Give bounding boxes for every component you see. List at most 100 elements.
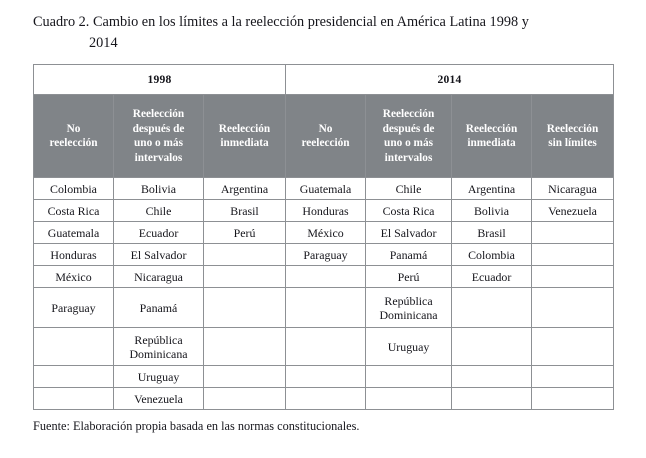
cell: Nicaragua — [113, 265, 204, 288]
cell — [33, 327, 114, 366]
table-row: Guatemala Ecuador Perú México El Salvado… — [33, 221, 615, 244]
cell: Perú — [202, 221, 287, 244]
cell — [202, 327, 287, 366]
cell: Bolivia — [451, 199, 533, 222]
cell — [202, 265, 287, 288]
col-head-line: uno o más — [384, 137, 433, 149]
cell: República Dominicana — [365, 287, 453, 328]
cell — [285, 265, 367, 288]
col-head-line: inmediata — [467, 137, 516, 149]
cell: Nicaragua — [531, 177, 615, 200]
cell: México — [285, 221, 367, 244]
column-header-1998-inmediata: Reelección inmediata — [202, 94, 287, 178]
cell: Honduras — [285, 199, 367, 222]
cell: Colombia — [33, 177, 114, 200]
cell: República Dominicana — [113, 327, 204, 366]
year-group-1998: 1998 — [32, 64, 287, 95]
cell: Venezuela — [113, 387, 204, 410]
col-head-line: sin límites — [548, 137, 597, 149]
cell: Chile — [113, 199, 204, 222]
cell: Costa Rica — [365, 199, 453, 222]
cell: Costa Rica — [33, 199, 114, 222]
cell: Panamá — [113, 287, 204, 328]
cell: Honduras — [33, 243, 114, 266]
table-row: Costa Rica Chile Brasil Honduras Costa R… — [33, 199, 615, 222]
col-head-line: reelección — [49, 137, 98, 149]
cell — [365, 365, 453, 388]
cell: Guatemala — [285, 177, 367, 200]
col-head-line: Reelección — [382, 108, 435, 120]
cell: Ecuador — [113, 221, 204, 244]
table-container: 1998 2014 No reelección Reelección despu… — [32, 64, 615, 410]
cell: Brasil — [202, 199, 287, 222]
reelection-limits-table: 1998 2014 No reelección Reelección despu… — [32, 64, 615, 410]
cell — [285, 287, 367, 328]
cell — [531, 221, 615, 244]
col-head-line: Reelección — [546, 122, 599, 135]
cell — [285, 327, 367, 366]
cell: Argentina — [202, 177, 287, 200]
cell: El Salvador — [113, 243, 204, 266]
col-head-line: No — [66, 122, 81, 135]
cell: México — [33, 265, 114, 288]
col-head-line: después de — [132, 122, 185, 135]
cell: Bolivia — [113, 177, 204, 200]
col-head-line: Reelección — [465, 122, 518, 135]
cell — [531, 243, 615, 266]
cell: Brasil — [451, 221, 533, 244]
cell — [531, 287, 615, 328]
cell — [451, 287, 533, 328]
cell — [202, 387, 287, 410]
cell: Uruguay — [113, 365, 204, 388]
year-group-2014: 2014 — [285, 64, 615, 95]
table-row: República Dominicana Uruguay — [33, 327, 615, 366]
col-head-line: después de — [382, 122, 435, 135]
cell: Panamá — [365, 243, 453, 266]
column-header-row: No reelección Reelección después de uno … — [33, 94, 615, 178]
cell — [33, 387, 114, 410]
cell — [451, 327, 533, 366]
cell — [285, 365, 367, 388]
column-header-1998-despues-intervalos: Reelección después de uno o más interval… — [113, 94, 204, 178]
col-head-line: No — [318, 122, 333, 135]
column-header-1998-no-reeleccion: No reelección — [33, 94, 114, 178]
cell: El Salvador — [365, 221, 453, 244]
cell: Colombia — [451, 243, 533, 266]
cell: Uruguay — [365, 327, 453, 366]
cell — [202, 365, 287, 388]
cell — [285, 387, 367, 410]
table-row: Honduras El Salvador Paraguay Panamá Col… — [33, 243, 615, 266]
figure-title: Cuadro 2. Cambio en los límites a la ree… — [33, 12, 613, 54]
cell: Paraguay — [285, 243, 367, 266]
column-header-2014-sin-limites: Reelección sin límites — [531, 94, 615, 178]
cell: Chile — [365, 177, 453, 200]
cell — [365, 387, 453, 410]
source-note: Fuente: Elaboración propia basada en las… — [33, 419, 360, 433]
column-header-2014-despues-intervalos: Reelección después de uno o más interval… — [365, 94, 453, 178]
col-head-line: uno o más — [134, 137, 183, 149]
cell — [202, 287, 287, 328]
col-head-line: intervalos — [384, 151, 433, 164]
year-group-header-row: 1998 2014 — [32, 64, 615, 95]
col-head-line: Reelección — [132, 108, 185, 120]
cell — [531, 327, 615, 366]
cell — [531, 387, 615, 410]
cell — [33, 365, 114, 388]
col-head-line: intervalos — [134, 151, 183, 164]
table-row: Paraguay Panamá República Dominicana — [33, 287, 615, 328]
table-row: Venezuela — [33, 387, 615, 410]
cell — [451, 365, 533, 388]
table-row: México Nicaragua Perú Ecuador — [33, 265, 615, 288]
figure-title-line-1: Cuadro 2. Cambio en los límites a la ree… — [33, 14, 529, 30]
cell: Argentina — [451, 177, 533, 200]
table-row: Colombia Bolivia Argentina Guatemala Chi… — [33, 177, 615, 200]
column-header-2014-inmediata: Reelección inmediata — [451, 94, 533, 178]
col-head-line: inmediata — [220, 137, 269, 149]
cell: Guatemala — [33, 221, 114, 244]
cell: Perú — [365, 265, 453, 288]
cell — [531, 365, 615, 388]
col-head-line: reelección — [301, 137, 350, 149]
cell: Paraguay — [33, 287, 114, 328]
col-head-line: Reelección — [218, 122, 271, 135]
